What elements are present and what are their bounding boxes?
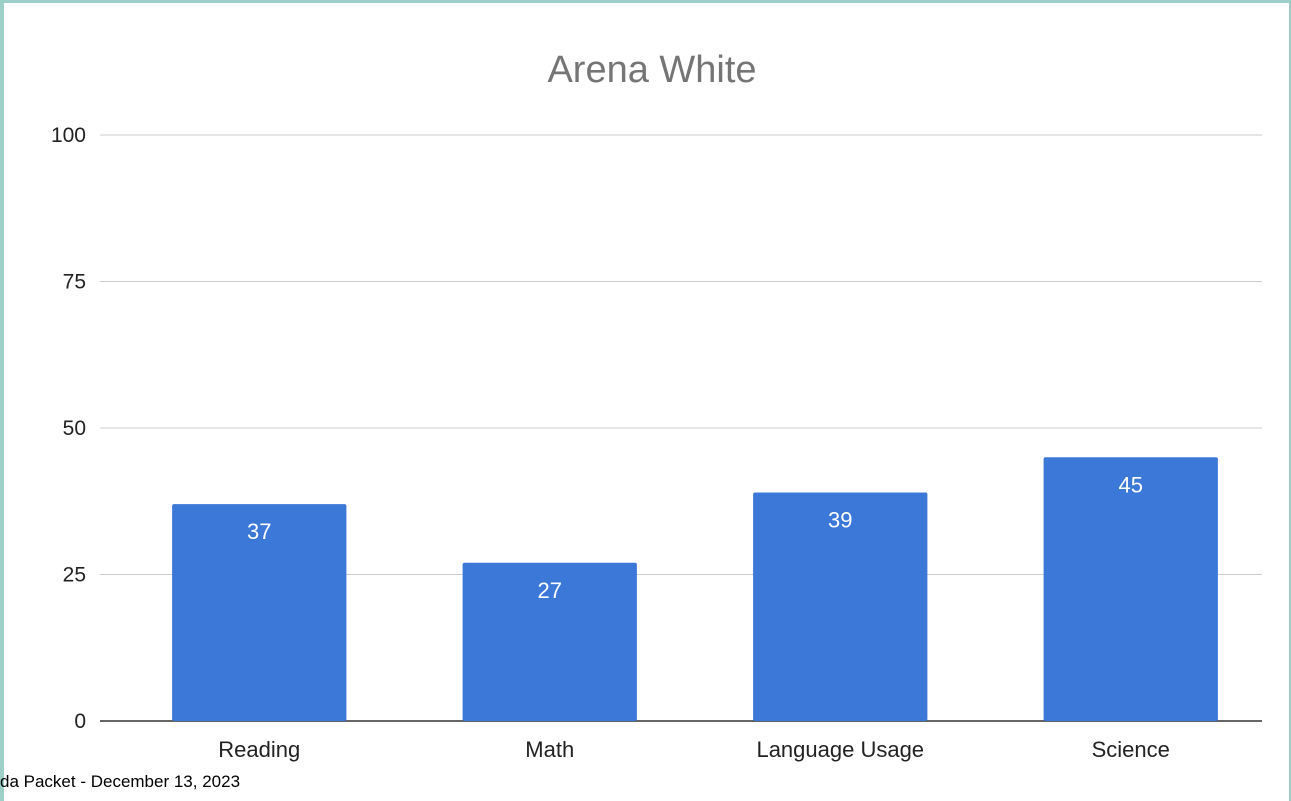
x-tick-label-language-usage: Language Usage [756, 737, 924, 762]
data-labels: 37 27 39 45 [247, 472, 1143, 602]
y-tick-label-25: 25 [63, 564, 86, 587]
data-label-science: 45 [1119, 472, 1143, 497]
x-tick-label-science: Science [1092, 737, 1170, 762]
x-tick-label-math: Math [525, 737, 574, 762]
chart-title: Arena White [547, 49, 756, 91]
data-label-reading: 37 [247, 519, 271, 544]
y-tick-label-0: 0 [74, 710, 86, 733]
y-tick-label-50: 50 [63, 417, 86, 440]
data-label-language-usage: 39 [828, 507, 852, 532]
bars [172, 457, 1218, 721]
x-axis-tick-labels: Reading Math Language Usage Science [218, 737, 1170, 762]
y-axis-tick-labels: 0 25 50 75 100 [51, 124, 86, 733]
y-tick-label-75: 75 [63, 271, 86, 294]
footer-text: da Packet - December 13, 2023 [0, 772, 240, 792]
y-tick-label-100: 100 [51, 124, 86, 147]
data-label-math: 27 [538, 578, 562, 603]
x-tick-label-reading: Reading [218, 737, 300, 762]
